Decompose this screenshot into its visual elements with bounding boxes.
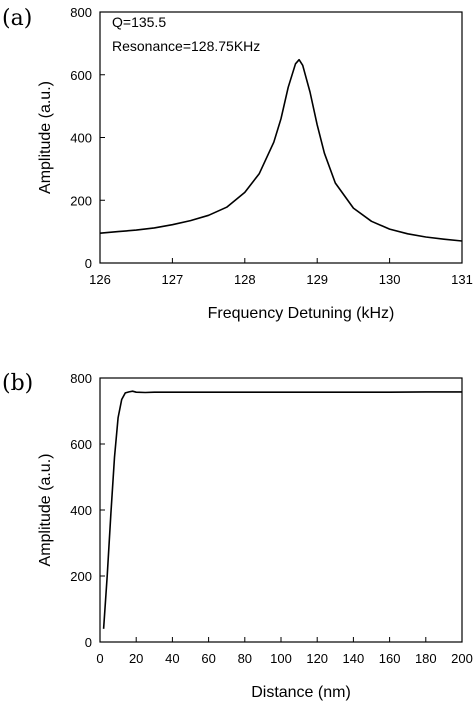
x-tick-label: 200: [451, 651, 473, 666]
x-axis-title: Distance (nm): [251, 684, 351, 701]
series-line-1: [102, 390, 462, 629]
panel-label: (a): [2, 6, 32, 31]
y-tick-label: 0: [85, 635, 92, 650]
x-tick-label: 120: [306, 651, 328, 666]
x-tick-label: 129: [306, 272, 328, 287]
y-tick-label: 200: [70, 569, 92, 584]
y-tick-label: 800: [70, 5, 92, 20]
x-tick-label: 80: [238, 651, 252, 666]
x-tick-label: 20: [129, 651, 143, 666]
x-tick-label: 130: [379, 272, 401, 287]
y-tick-label: 800: [70, 371, 92, 386]
chart-panel-2: (b) 0 200 400 600 800 0 20 40 60 80 100 120 140 160 180…: [2, 371, 473, 701]
x-tick-label: 180: [415, 651, 437, 666]
x-tick-label: 128: [234, 272, 256, 287]
y-tick-label: 0: [85, 256, 92, 271]
plot-frame: [99, 377, 463, 643]
x-tick-label: 140: [343, 651, 365, 666]
chart-panel-1: (a) 0 200 400 600 800 126 127 128 129 130 131 Freque…: [2, 5, 473, 322]
x-tick-label: 127: [162, 272, 184, 287]
y-tick-label: 400: [70, 131, 92, 146]
panel-label: (b): [2, 371, 33, 396]
x-axis-title: Frequency Detuning (kHz): [208, 305, 395, 322]
annotation: Resonance=128.75KHz: [112, 38, 260, 54]
x-tick-label: 126: [89, 272, 111, 287]
x-tick-label: 40: [165, 651, 179, 666]
x-tick-label: 100: [270, 651, 292, 666]
y-tick-label: 400: [70, 503, 92, 518]
y-tick-label: 600: [70, 68, 92, 83]
x-tick-label: 60: [201, 651, 215, 666]
x-tick-label: 160: [379, 651, 401, 666]
x-tick-label: 131: [451, 272, 473, 287]
x-tick-label: 0: [96, 651, 103, 666]
y-axis-title: Amplitude (a.u.): [37, 81, 54, 194]
y-tick-label: 600: [70, 437, 92, 452]
series-line-1: [99, 58, 463, 242]
y-tick-label: 200: [70, 193, 92, 208]
y-axis-title: Amplitude (a.u.): [37, 454, 54, 567]
annotation: Q=135.5: [112, 14, 166, 30]
